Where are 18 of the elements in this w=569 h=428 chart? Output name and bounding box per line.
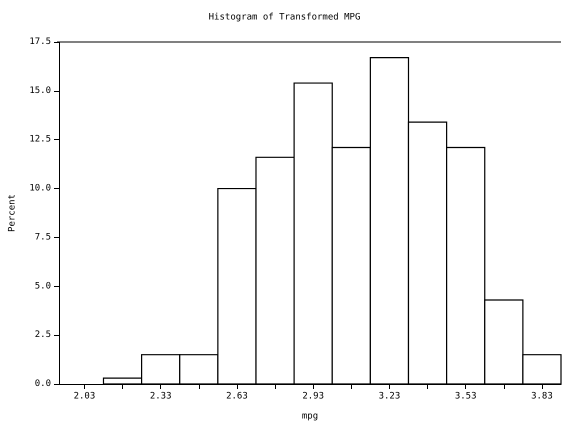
y-tick-label: 5.0 [34,281,51,292]
y-tick-label: 12.5 [29,134,51,145]
x-tick-label: 2.93 [302,392,324,402]
chart-title: Histogram of Transformed MPG [208,12,360,22]
x-tick-label: 3.83 [531,392,553,402]
x-tick-label: 3.23 [378,392,400,402]
x-tick-label: 2.33 [150,392,172,402]
y-tick-label: 0.0 [34,379,51,389]
y-tick-label: 7.5 [34,232,51,242]
y-tick-label: 2.5 [34,330,51,340]
x-tick-label: 3.53 [454,392,477,402]
y-tick-label: 10.0 [29,184,51,194]
x-axis-title: mpg [302,412,318,422]
y-tick-label: 15.0 [29,86,51,96]
y-tick-label: 17.5 [29,37,51,47]
x-tick-label: 2.63 [226,392,248,402]
y-axis-title: Percent [8,194,18,232]
x-tick-label: 2.03 [74,392,96,402]
